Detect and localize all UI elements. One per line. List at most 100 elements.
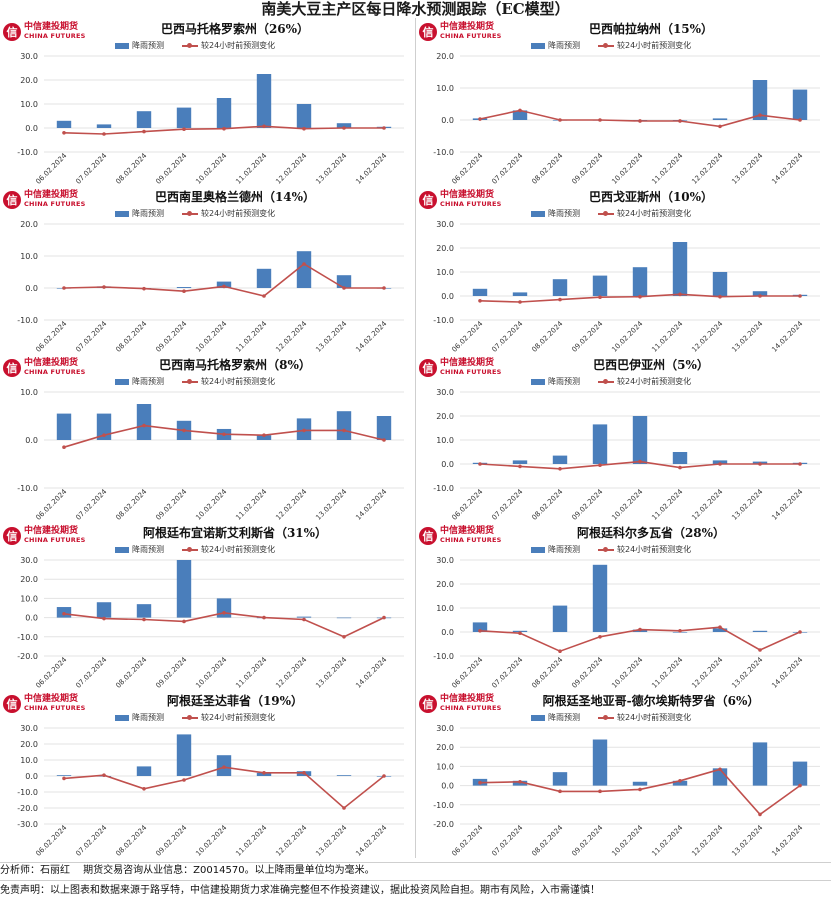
line-point (102, 433, 106, 437)
brand-logo: 信中信建投期货 CHINA FUTURES (3, 693, 86, 715)
bar (712, 118, 728, 120)
x-tick-label: 06.02.2024 (450, 823, 484, 857)
x-tick-label: 10.02.2024 (610, 151, 644, 185)
line-point (798, 118, 802, 122)
chart-svg: -10.0 0.0 10.0 20.0 30.0 06.02.2024 07.02.2024… (433, 388, 820, 522)
chart-legend: 降雨预测 较24小时前预测变化 (531, 544, 691, 555)
line-point (718, 462, 722, 466)
y-tick-label: -20.0 (17, 804, 38, 813)
line-point (302, 126, 306, 131)
line-point (598, 295, 602, 299)
x-tick-label: 08.02.2024 (530, 319, 564, 353)
line-point (638, 119, 642, 123)
x-tick-label: 10.02.2024 (610, 655, 644, 689)
logo-cn-text: 中信建投期货 (440, 694, 495, 704)
chart-panel: -10.0 0.0 10.0 06.02.2024 07.02.2024 08.02.20… (0, 354, 414, 522)
y-tick-label: 0.0 (25, 436, 38, 445)
y-tick-label: 30.0 (20, 724, 38, 733)
y-tick-label: 10.0 (436, 604, 454, 613)
chart-title: 巴西巴伊亚州（5%） (593, 358, 709, 372)
legend-line-swatch (182, 42, 198, 48)
x-tick-label: 11.02.2024 (234, 655, 268, 689)
legend-line-label: 较24小时前预测变化 (201, 209, 276, 218)
legend-line-label: 较24小时前预测变化 (201, 41, 276, 50)
x-tick-label: 12.02.2024 (690, 655, 724, 689)
line-point (518, 108, 522, 113)
line-point (758, 648, 762, 652)
x-tick-label: 13.02.2024 (730, 487, 764, 521)
bar (96, 124, 112, 128)
x-tick-label: 06.02.2024 (34, 319, 68, 353)
bar (136, 604, 152, 618)
x-tick-label: 06.02.2024 (450, 487, 484, 521)
x-tick-label: 09.02.2024 (570, 823, 604, 857)
line-point (678, 779, 682, 783)
bar (752, 742, 768, 786)
legend-line-label: 较24小时前预测变化 (617, 713, 692, 722)
bar (96, 602, 112, 618)
line-point (558, 297, 562, 302)
y-tick-label: 0.0 (25, 772, 38, 781)
bar (136, 766, 152, 776)
bar (56, 120, 72, 128)
chart-panel: -10.0 0.0 10.0 20.0 30.0 06.02.2024 07.02.2024… (416, 186, 830, 354)
bar (296, 616, 312, 618)
legend-line-swatch (598, 714, 614, 720)
logo-en-text: CHINA FUTURES (24, 200, 86, 208)
bar (256, 435, 272, 440)
chart-legend: 降雨预测 较24小时前预测变化 (115, 208, 275, 219)
x-tick-label: 09.02.2024 (570, 655, 604, 689)
legend-bar-swatch (115, 378, 129, 385)
y-tick-label: 0.0 (441, 116, 454, 125)
logo-en-text: CHINA FUTURES (24, 536, 86, 544)
x-tick-label: 07.02.2024 (490, 319, 524, 353)
legend-line-swatch (598, 42, 614, 48)
bar (792, 89, 808, 120)
x-tick-label: 06.02.2024 (450, 319, 484, 353)
y-tick-label: 10.0 (20, 100, 38, 109)
bar (176, 560, 192, 618)
line-point (638, 459, 642, 464)
line-point (182, 778, 186, 782)
line-point (62, 776, 66, 781)
bar (632, 416, 648, 464)
x-tick-label: 13.02.2024 (314, 655, 348, 689)
x-tick-label: 09.02.2024 (154, 319, 188, 353)
x-tick-label: 13.02.2024 (730, 655, 764, 689)
chart-title: 巴西南马托格罗索州（8%） (159, 358, 311, 372)
x-tick-label: 11.02.2024 (650, 487, 684, 521)
logo-en-text: CHINA FUTURES (440, 368, 502, 376)
y-tick-label: -10.0 (17, 788, 38, 797)
brand-logo: 信中信建投期货 CHINA FUTURES (3, 189, 86, 211)
legend-bar-swatch (531, 378, 545, 385)
y-tick-label: -10.0 (433, 484, 454, 493)
line-point (718, 625, 722, 629)
x-tick-label: 13.02.2024 (730, 823, 764, 857)
line-point (798, 630, 802, 634)
y-tick-label: 20.0 (20, 220, 38, 229)
y-tick-label: -10.0 (17, 316, 38, 325)
x-tick-label: 06.02.2024 (34, 151, 68, 185)
chart-title: 阿根廷圣地亚哥-德尔埃斯特罗省（6%） (542, 694, 760, 708)
x-tick-label: 11.02.2024 (650, 151, 684, 185)
bar (552, 772, 568, 786)
line-point (222, 284, 226, 289)
x-tick-label: 09.02.2024 (570, 151, 604, 185)
bar (672, 242, 688, 296)
x-tick-label: 08.02.2024 (114, 655, 148, 689)
x-tick-label: 08.02.2024 (114, 487, 148, 521)
y-tick-label: 30.0 (436, 388, 454, 397)
chart-legend: 降雨预测 较24小时前预测变化 (531, 712, 691, 723)
legend-line-swatch (598, 546, 614, 552)
chart-panel: -20.0 -10.0 0.0 10.0 20.0 30.0 06.02.2024 07.02… (416, 690, 830, 858)
line-point (62, 611, 66, 616)
line-point (222, 611, 226, 615)
y-tick-label: 30.0 (436, 556, 454, 565)
chart-panel: -10.0 0.0 10.0 20.0 30.0 06.02.2024 07.02.2024… (416, 354, 830, 522)
y-tick-label: 30.0 (20, 52, 38, 61)
x-tick-label: 11.02.2024 (234, 151, 268, 185)
panel-divider (415, 18, 416, 858)
x-tick-label: 10.02.2024 (194, 823, 228, 857)
logo-cn-text: 中信建投期货 (440, 22, 495, 32)
brand-logo-icon: 信 (3, 527, 21, 545)
